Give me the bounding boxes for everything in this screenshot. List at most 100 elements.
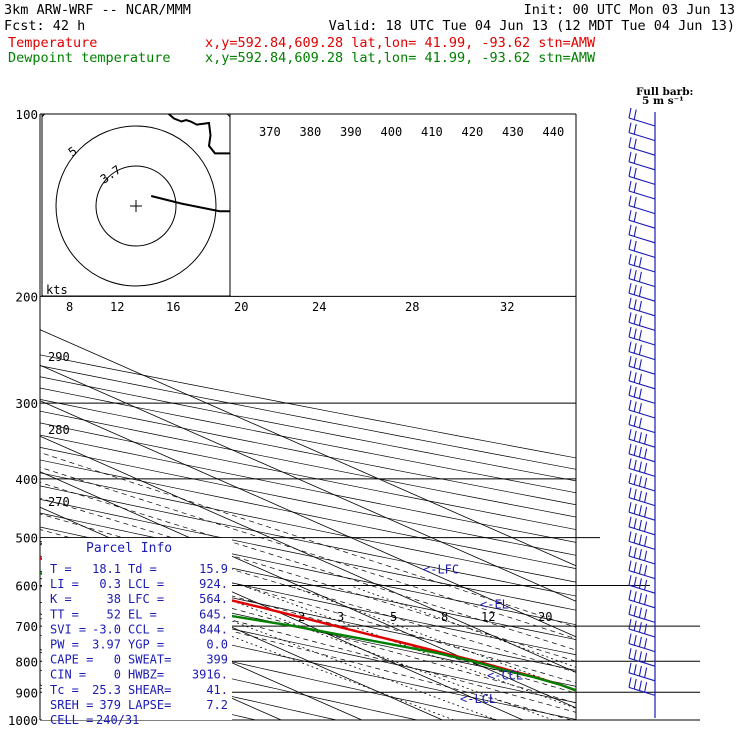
barb-flag bbox=[628, 531, 632, 542]
theta-left-label: 270 bbox=[48, 495, 70, 509]
barb-flag bbox=[628, 195, 632, 206]
barb-staff bbox=[628, 453, 656, 463]
parcel-info-label: EL = bbox=[128, 607, 157, 621]
barb-flag bbox=[628, 268, 632, 279]
wind-barb bbox=[628, 487, 656, 507]
level-marker: <-LFC bbox=[423, 562, 459, 576]
parcel-info-label: CAPE = bbox=[50, 653, 93, 667]
theta-top-label: 420 bbox=[462, 125, 484, 139]
parcel-info-value: 240/31 bbox=[96, 713, 139, 727]
barb-staff bbox=[628, 584, 656, 594]
barb-flag bbox=[644, 463, 648, 474]
wind-barb bbox=[628, 443, 656, 463]
wind-barb bbox=[628, 648, 656, 667]
wind-barb bbox=[628, 414, 656, 434]
barb-flag bbox=[628, 545, 632, 557]
barb-flag bbox=[628, 122, 632, 133]
barb-flag bbox=[638, 388, 642, 399]
barb-staff bbox=[628, 540, 656, 550]
barb-flag bbox=[638, 563, 642, 574]
barb-staff bbox=[628, 497, 656, 507]
wind-barb bbox=[628, 502, 656, 521]
isotherm-line bbox=[40, 506, 524, 720]
theta-top-label: 400 bbox=[381, 125, 403, 139]
wind-barb bbox=[628, 545, 656, 565]
wind-barb bbox=[628, 224, 656, 244]
barb-flag bbox=[644, 565, 648, 576]
barb-staff bbox=[628, 628, 656, 638]
barb-flag bbox=[633, 211, 637, 222]
parcel-info-label: SREH = bbox=[50, 698, 93, 712]
theta-e-label: 32 bbox=[500, 300, 514, 314]
barb-flag bbox=[644, 623, 648, 634]
level-marker: <-LCL bbox=[460, 692, 496, 706]
barb-staff bbox=[628, 219, 656, 229]
barb-flag bbox=[638, 417, 642, 428]
wind-barb bbox=[628, 677, 656, 696]
barb-staff bbox=[628, 686, 656, 696]
parcel-info-rows: T = 18.1 Td = 15.9 LI = 0.3 LCL = 924. K = 38 LFC … bbox=[50, 562, 228, 727]
theta-e-label: 8 bbox=[66, 300, 73, 314]
barb-flag bbox=[644, 448, 648, 459]
parcel-info-value: 3916. bbox=[192, 668, 228, 682]
mixing-ratio-line bbox=[137, 585, 497, 720]
parcel-info-label: SVI = bbox=[50, 622, 86, 636]
parcel-info-label: LAPSE= bbox=[128, 698, 171, 712]
parcel-info-label: CCL = bbox=[128, 622, 164, 636]
theta-e-labels: 8 12 16 20 24 28 32 bbox=[66, 300, 514, 314]
dewpoint-location: x,y=592.84,609.28 lat,lon= 41.99, -93.62… bbox=[205, 50, 596, 66]
barb-flag bbox=[628, 516, 632, 527]
barb-flag bbox=[638, 300, 642, 312]
theta-top-label: 440 bbox=[543, 125, 565, 139]
barb-legend-title: Full barb: bbox=[636, 86, 693, 98]
barb-flag bbox=[638, 549, 642, 560]
theta-e-label: 24 bbox=[312, 300, 326, 314]
barb-flag bbox=[628, 677, 632, 688]
barb-staff bbox=[628, 482, 656, 492]
wind-barb bbox=[628, 312, 656, 331]
barb-flag bbox=[638, 257, 642, 268]
barb-flag bbox=[628, 341, 632, 352]
parcel-info-label: HWBZ= bbox=[128, 668, 164, 682]
theta-e-label: 20 bbox=[234, 300, 248, 314]
pressure-tick-label: 400 bbox=[15, 472, 38, 487]
barb-staff bbox=[628, 307, 656, 317]
theta-e-label: 28 bbox=[405, 300, 419, 314]
wind-barb bbox=[628, 385, 656, 404]
pressure-tick-label: 600 bbox=[15, 579, 38, 594]
parcel-info-label: LFC = bbox=[128, 592, 164, 606]
barb-flag bbox=[633, 299, 637, 310]
theta-top-label: 410 bbox=[421, 125, 443, 139]
parcel-info-value: 52 bbox=[107, 607, 121, 621]
barb-flag bbox=[633, 343, 637, 354]
isotherm-line bbox=[40, 364, 576, 602]
theta-e-label: 12 bbox=[110, 300, 124, 314]
parcel-info-label: SHEAR= bbox=[128, 683, 171, 697]
barb-flag bbox=[633, 532, 637, 544]
barb-staff bbox=[628, 599, 656, 609]
barb-staff bbox=[628, 380, 656, 390]
parcel-info-label: LCL = bbox=[128, 577, 164, 591]
barb-legend-unit: 5 m s⁻¹ bbox=[642, 95, 684, 107]
init-time: Init: 00 UTC Mon 03 Jun 13 bbox=[524, 2, 735, 18]
dry-adiabat-line bbox=[40, 586, 576, 704]
barb-flag bbox=[638, 519, 642, 531]
barb-flag bbox=[628, 385, 632, 396]
dewpoint-legend: Dewpoint temperature bbox=[8, 50, 171, 66]
parcel-info-box bbox=[42, 538, 232, 720]
wind-barb bbox=[628, 633, 656, 653]
barb-staff bbox=[628, 570, 656, 580]
wind-barb bbox=[628, 180, 656, 200]
barb-flag bbox=[644, 506, 648, 518]
parcel-info-value: 924. bbox=[199, 577, 228, 591]
dry-adiabat-line bbox=[40, 601, 576, 720]
barb-flag bbox=[644, 652, 648, 664]
barb-flag bbox=[633, 430, 637, 441]
parcel-info-value: 399 bbox=[206, 653, 228, 667]
barb-flag bbox=[628, 151, 632, 162]
barb-flag bbox=[628, 429, 632, 440]
barb-flag bbox=[638, 534, 642, 545]
barb-flag bbox=[633, 124, 637, 135]
barb-flag bbox=[638, 622, 642, 633]
